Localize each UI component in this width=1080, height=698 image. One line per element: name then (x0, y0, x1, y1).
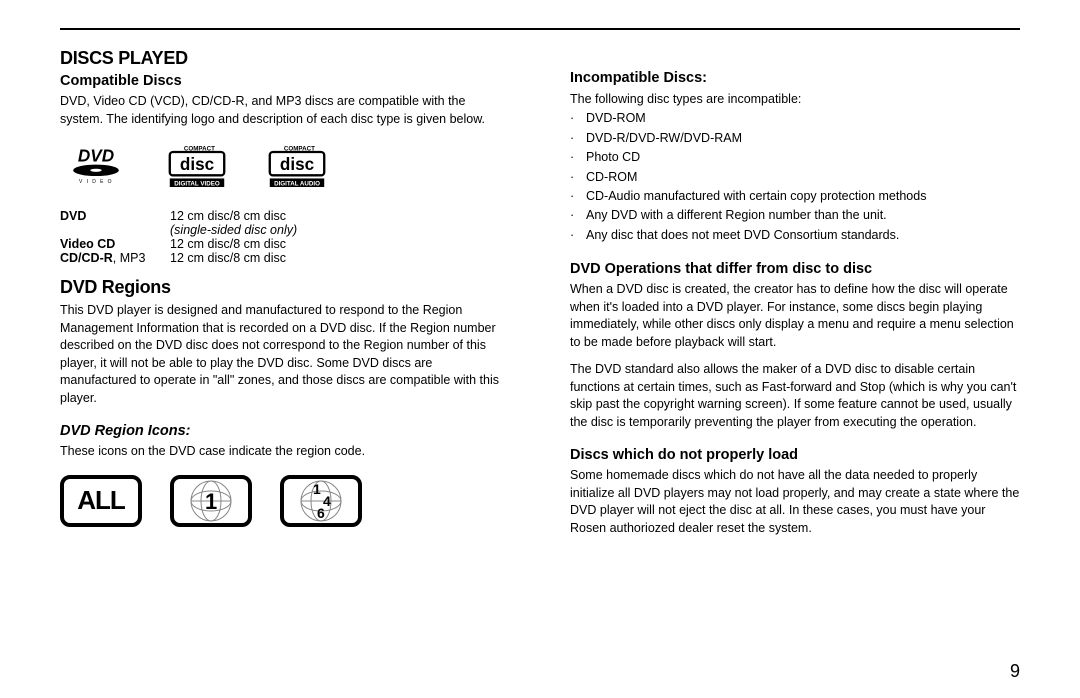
region-number: 6 (317, 505, 325, 521)
disc-size-table: DVD 12 cm disc/8 cm disc (single-sided d… (60, 209, 510, 265)
list-item: ·Any DVD with a different Region number … (570, 206, 1020, 225)
heading-dvd-regions: DVD Regions (60, 277, 510, 298)
incompatible-intro: The following disc types are incompatibl… (570, 90, 1020, 109)
disc-value: 12 cm disc/8 cm disc (170, 237, 510, 251)
disc-logos: DVD V I D E O COMPACT disc DIGITAL VIDEO… (60, 142, 510, 195)
disc-label: DVD (60, 209, 170, 223)
region-number: 1 (205, 489, 217, 515)
page-number: 9 (1010, 661, 1020, 682)
disc-label: Video CD (60, 237, 170, 251)
svg-text:DIGITAL VIDEO: DIGITAL VIDEO (174, 180, 220, 187)
region-icon-1: 1 (170, 475, 252, 527)
text-operations-p1: When a DVD disc is created, the creator … (570, 281, 1020, 351)
svg-text:V I D E O: V I D E O (79, 179, 113, 185)
cd-digital-audio-logo-icon: COMPACT disc DIGITAL AUDIO (262, 142, 332, 195)
heading-dvd-operations: DVD Operations that differ from disc to … (570, 261, 1020, 277)
region-icon-146: 1 4 6 (280, 475, 362, 527)
cd-digital-video-logo-icon: COMPACT disc DIGITAL VIDEO (162, 142, 232, 195)
table-row: DVD 12 cm disc/8 cm disc (60, 209, 510, 223)
list-item: ·DVD-ROM (570, 109, 1020, 128)
disc-value: 12 cm disc/8 cm disc (170, 251, 510, 265)
svg-text:disc: disc (280, 155, 315, 174)
svg-text:DVD: DVD (78, 146, 114, 166)
right-column: Incompatible Discs: The following disc t… (570, 48, 1020, 547)
svg-text:DIGITAL AUDIO: DIGITAL AUDIO (274, 180, 320, 187)
region-icons-row: ALL 1 (60, 475, 510, 527)
section-title-discs-played: DISCS PLAYED (60, 48, 510, 69)
list-item: ·Any disc that does not meet DVD Consort… (570, 226, 1020, 245)
list-item: ·CD-ROM (570, 168, 1020, 187)
heading-incompatible-discs: Incompatible Discs: (570, 70, 1020, 86)
svg-text:disc: disc (180, 155, 215, 174)
text-operations-p2: The DVD standard also allows the maker o… (570, 361, 1020, 431)
heading-region-icons: DVD Region Icons: (60, 423, 510, 439)
text-region-icons: These icons on the DVD case indicate the… (60, 443, 510, 461)
heading-compatible-discs: Compatible Discs (60, 73, 510, 89)
table-row: CD/CD-R, MP3 12 cm disc/8 cm disc (60, 251, 510, 265)
table-row: Video CD 12 cm disc/8 cm disc (60, 237, 510, 251)
region-number: 1 (313, 481, 321, 497)
region-icon-all: ALL (60, 475, 142, 527)
incompatible-list: The following disc types are incompatibl… (570, 90, 1020, 245)
text-compatible-discs: DVD, Video CD (VCD), CD/CD-R, and MP3 di… (60, 93, 510, 128)
header-rule (60, 28, 1020, 30)
heading-no-load: Discs which do not properly load (570, 447, 1020, 463)
disc-note: (single-sided disc only) (170, 223, 510, 237)
dvd-logo-icon: DVD V I D E O (60, 146, 132, 191)
list-item: ·DVD-R/DVD-RW/DVD-RAM (570, 129, 1020, 148)
text-dvd-regions: This DVD player is designed and manufact… (60, 302, 510, 407)
text-no-load: Some homemade discs which do not have al… (570, 467, 1020, 537)
region-all-label: ALL (77, 485, 125, 516)
disc-label (60, 223, 170, 237)
disc-label: CD/CD-R, MP3 (60, 251, 170, 265)
list-item: ·CD-Audio manufactured with certain copy… (570, 187, 1020, 206)
table-row: (single-sided disc only) (60, 223, 510, 237)
list-item: ·Photo CD (570, 148, 1020, 167)
left-column: DISCS PLAYED Compatible Discs DVD, Video… (60, 48, 510, 547)
disc-value: 12 cm disc/8 cm disc (170, 209, 510, 223)
